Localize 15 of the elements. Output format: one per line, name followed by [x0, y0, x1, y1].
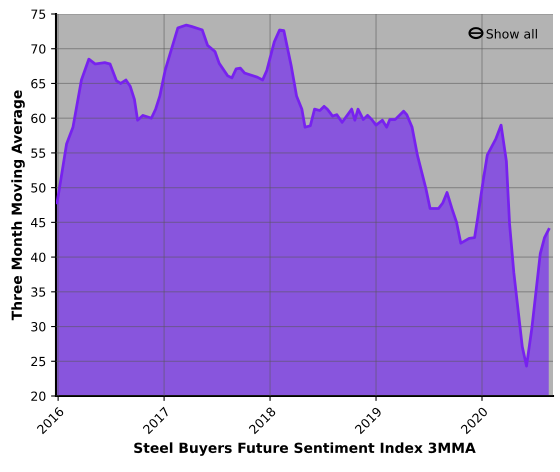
y-tick-label: 50 [31, 183, 46, 193]
y-tick-label: 60 [31, 114, 46, 124]
annotation: Show all [486, 28, 537, 39]
y-tick-label: 40 [30, 252, 46, 262]
y-tick-label: 30 [31, 322, 46, 332]
y-tick-label: 35 [31, 287, 46, 297]
x-axis-title: Steel Buyers Future Sentiment Index 3MMA [134, 442, 476, 456]
y-tick-label: 25 [31, 356, 46, 366]
y-tick-label: 20 [31, 391, 46, 401]
y-axis-title: Three Month Moving Average [11, 90, 25, 320]
y-tick-label: 55 [31, 148, 46, 158]
y-tick-label: 75 [31, 10, 46, 19]
y-tick-label: 70 [31, 44, 46, 54]
y-tick-label: 45 [30, 218, 46, 228]
y-tick-label: 65 [31, 78, 46, 88]
